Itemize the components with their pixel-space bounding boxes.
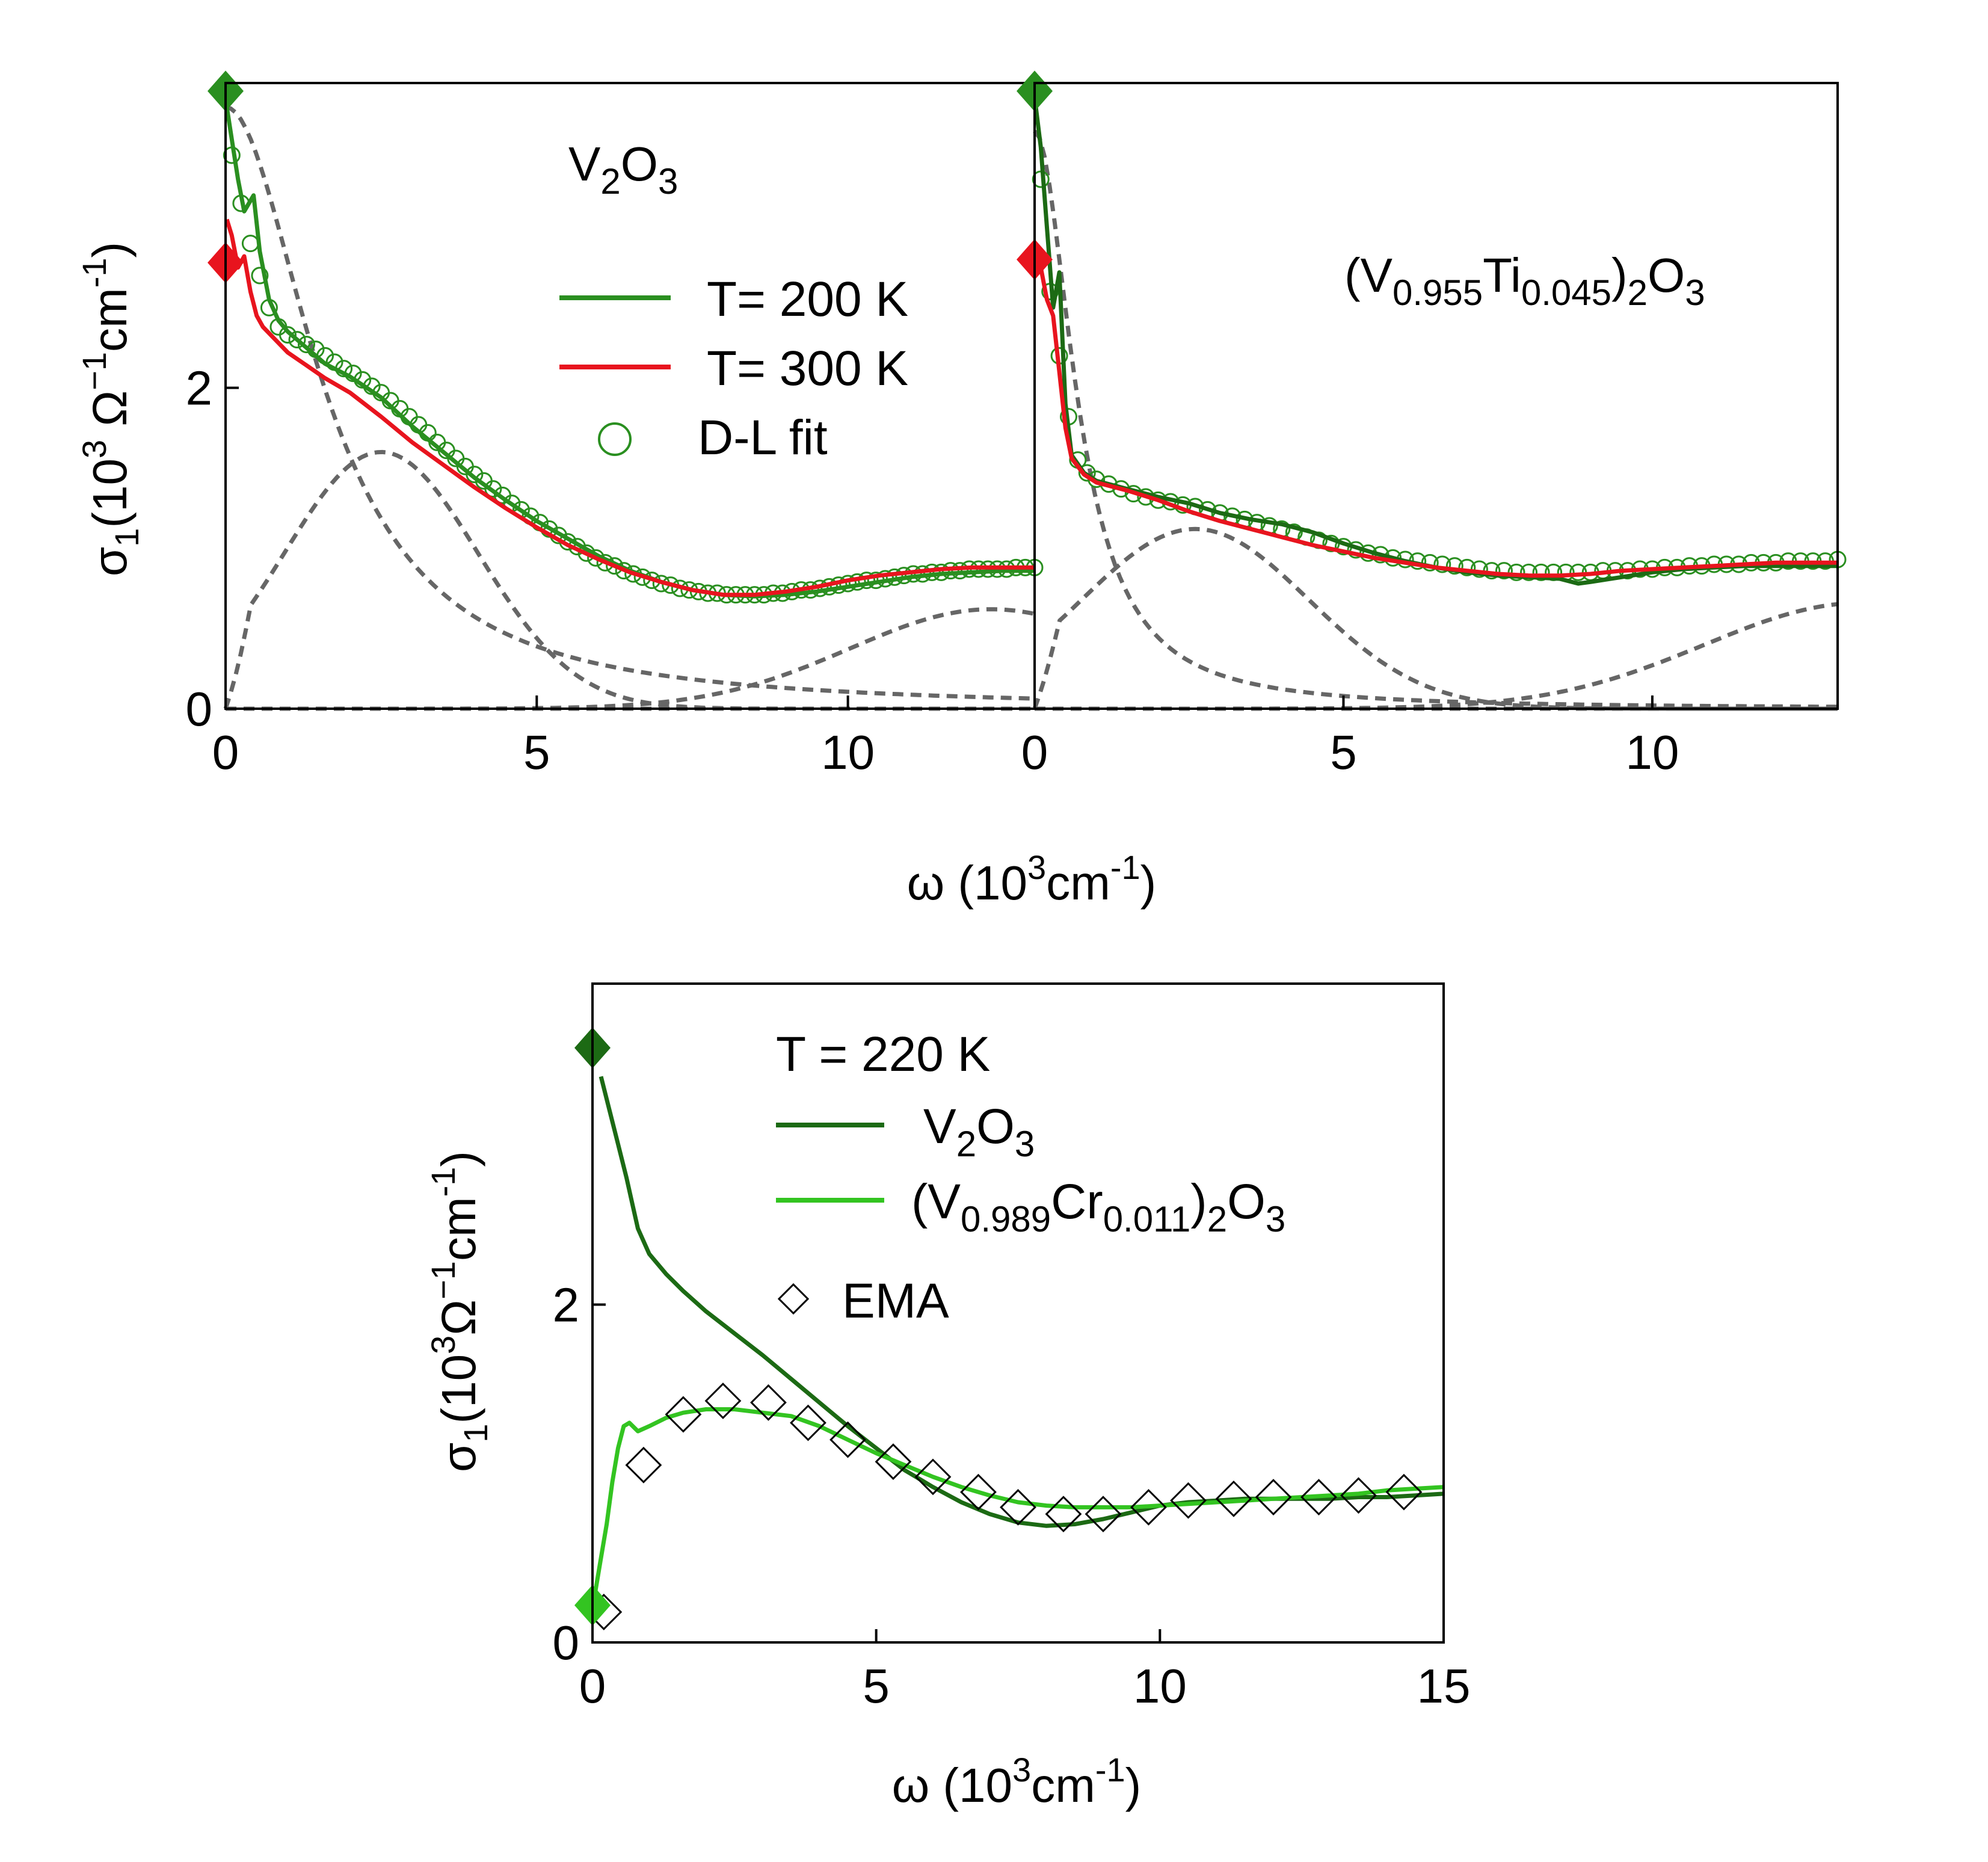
panel-c-legend: V2O3 (V0.989Cr0.011)2O3 EMA [776,1099,1285,1328]
ema-point [790,1404,826,1441]
dl-fit-point [484,480,502,498]
dl-fit-point [288,331,306,349]
series-line-2-1 [593,1407,1444,1592]
panel-b: 0 5 10 (V0.955Ti0.045)2O3 [1017,70,1847,779]
panel-a-ylabel: σ1(103 Ω−1cm-1) [75,242,146,576]
x-tick-label: 10 [1625,726,1679,779]
ema-point [1255,1479,1292,1515]
ema-point [1045,1496,1082,1533]
ema-point [1215,1480,1252,1517]
panel-c-xlabel: ω (103cm-1) [892,1751,1142,1812]
legend-marker-dl-fit [598,422,632,456]
x-tick-label: 5 [863,1659,890,1713]
legend-label-v2o3: V2O3 [923,1099,1035,1164]
panel-c-frame [591,982,1445,1644]
ema-point [960,1473,997,1511]
dl-fit-point [1532,563,1550,581]
ema-point [1385,1473,1423,1511]
dl-fit-point [1458,558,1476,576]
ema-point [750,1384,787,1421]
y-tick-label: 2 [186,362,213,415]
dl-fit-point [298,336,315,354]
panel-c: 0 5 10 15 0 2 T = 220 K V2O3 (V0.989Cr0.011)2… [424,982,1471,1812]
legend-label-cr-doped: (V0.989Cr0.011)2O3 [911,1174,1285,1239]
ema-point [1300,1479,1337,1515]
series-line-0-1 [224,218,1035,597]
component-curve-drude-0 [225,105,1035,701]
y-tick-label: 2 [553,1278,580,1331]
y-tick-label: 0 [553,1616,580,1669]
panel-b-frame [1033,82,1839,710]
ema-point [829,1421,866,1458]
ema-point [1130,1488,1167,1526]
x-tick-label: 5 [1330,726,1357,779]
dl-fit-point [1495,562,1513,580]
x-tick-label: 0 [212,726,239,779]
x-tick-label: 5 [523,726,550,779]
dl-fit-point [1433,555,1451,573]
top-xlabel: ω (103cm-1) [907,848,1157,910]
panel-b-annotation: (V0.955Ti0.045)2O3 [1344,248,1705,313]
panel-c-plot-area [574,1027,1444,1630]
ema-point [1340,1477,1377,1514]
legend-label-200K: T= 200 K [707,272,908,327]
panel-c-ticks: 0 5 10 15 0 2 [553,1278,1471,1713]
ema-point [1085,1496,1122,1533]
component-curve-drude-0 [1033,129,1838,709]
dl-fit-point [251,267,269,285]
panel-c-ylabel: σ1(103Ω−1cm-1) [424,1151,494,1472]
x-tick-label: 0 [1021,726,1048,779]
dl-fit-point [279,326,297,344]
ema-point [704,1383,742,1419]
dl-fit-point [466,466,484,484]
dl-fit-point [1507,563,1525,581]
legend-label-ema: EMA [842,1274,949,1328]
x-tick-label: 0 [579,1659,606,1713]
series-line-1-0 [1033,106,1838,586]
legend-marker-ema [777,1283,810,1315]
panel-c-title: T = 220 K [776,1027,990,1082]
ema-point [875,1443,912,1480]
x-tick-label: 10 [821,726,875,779]
ema-point [1170,1482,1207,1519]
series-line-1-1 [1033,250,1838,578]
legend-label-dl-fit: D-L fit [698,410,828,465]
ema-point [665,1396,702,1433]
y-tick-label: 0 [186,682,213,736]
dl-fit-point [1520,563,1538,581]
ema-point [1000,1488,1036,1526]
legend-label-300K: T= 300 K [707,341,908,396]
panel-a-ticks: 0 5 10 0 2 [186,362,875,779]
panel-a: 0 5 10 0 2 V2O3 T= 200 K T= 300 K D-L fit σ1… [75,70,1044,779]
ema-point [914,1458,952,1496]
ema-point [625,1446,662,1484]
panel-a-legend: T= 200 K T= 300 K D-L fit [559,272,908,465]
dl-fit-point [1445,557,1463,575]
series-line-0-0 [224,106,1035,599]
dl-fit-point [1078,464,1096,482]
x-tick-label: 10 [1133,1659,1187,1713]
x-tick-label: 15 [1417,1659,1471,1713]
panel-a-annotation: V2O3 [568,137,678,202]
panel-b-ticks: 0 5 10 [1021,695,1679,779]
